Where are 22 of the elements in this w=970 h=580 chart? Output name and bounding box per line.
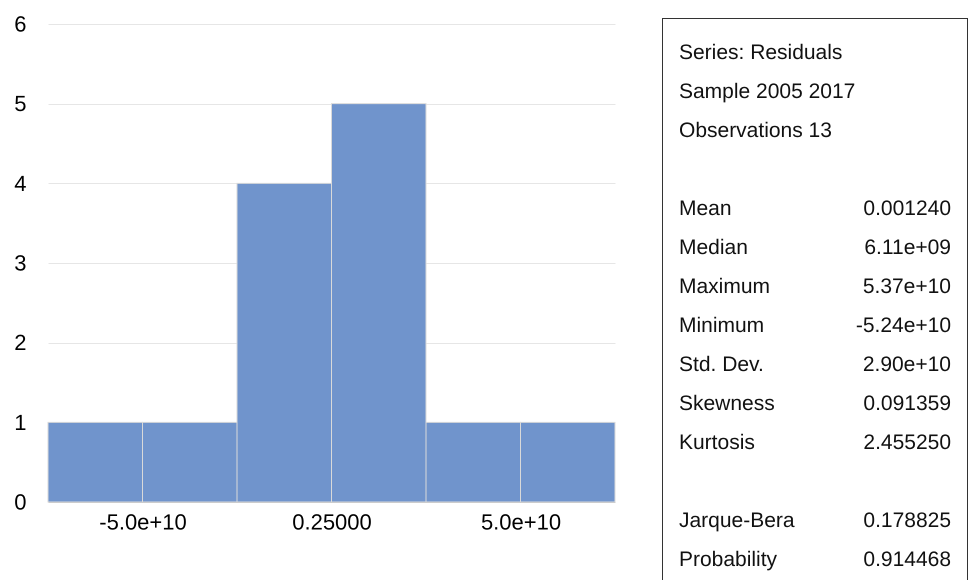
y-tick-label: 0 — [14, 490, 26, 514]
text: Jarque-Bera 0.178825 — [679, 509, 951, 532]
y-tick-label: 1 — [14, 410, 26, 435]
text: Mean 0.001240 — [679, 197, 951, 220]
y-tick-label: 2 — [14, 330, 26, 356]
y-tick-label: 3 — [14, 250, 26, 276]
text: Maximum 5.37e+10 — [679, 275, 951, 298]
y-tick-label: 6 — [14, 12, 26, 36]
text: Observations 13 — [679, 118, 833, 144]
x-tick-label: -5.0e+10 — [99, 510, 187, 534]
text: Probability 0.914468 — [679, 548, 951, 571]
text: Skewness 0.091359 — [679, 392, 951, 415]
x-tick-label: 5.0e+10 — [480, 510, 562, 534]
text: Kurtosis 2.455250 — [679, 431, 951, 454]
x-tick-label: 0.25000 — [292, 510, 372, 534]
y-tick-label: 5 — [14, 91, 26, 116]
text: Std. Dev. 2.90e+10 — [679, 353, 951, 376]
y-tick-label: 4 — [14, 170, 26, 196]
text: Sample 2005 2017 — [679, 79, 856, 105]
text: Minimum -5.24e+10 — [679, 314, 951, 337]
text: Series: Residuals — [679, 40, 844, 66]
text: Median 6.11e+09 — [679, 236, 951, 259]
